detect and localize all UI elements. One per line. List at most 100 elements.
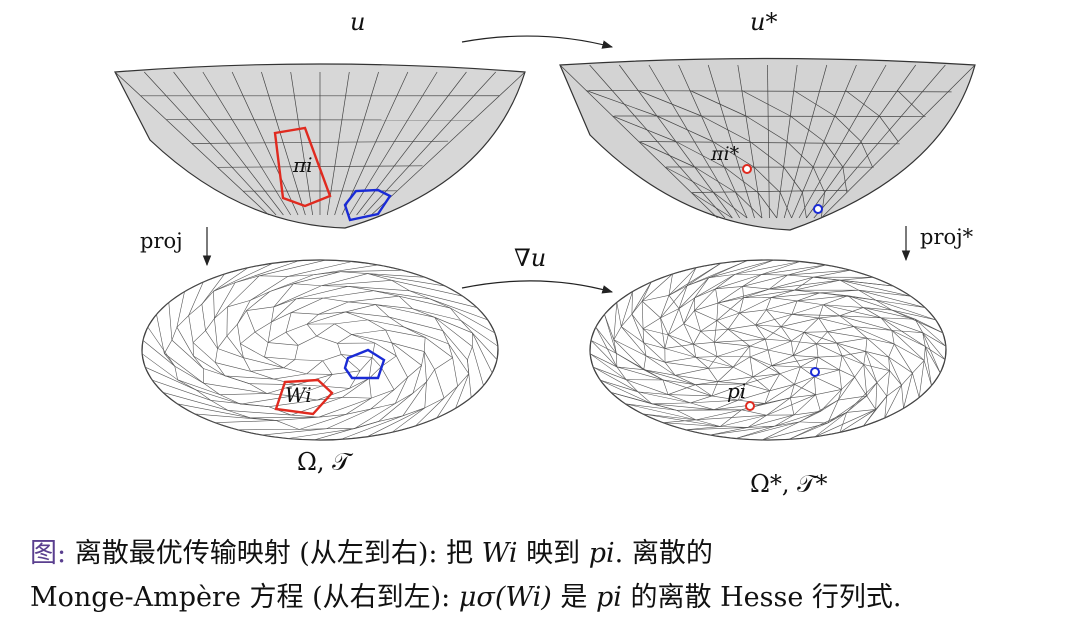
mesh-edge bbox=[600, 379, 652, 405]
mesh-edge bbox=[766, 397, 791, 416]
mesh-edge bbox=[326, 408, 371, 429]
mesh-edge bbox=[694, 288, 716, 299]
mesh-edge bbox=[737, 383, 746, 401]
mesh-edge bbox=[816, 331, 828, 345]
mesh-edge bbox=[434, 317, 473, 334]
mesh-edge bbox=[839, 409, 876, 433]
mesh-edge bbox=[814, 432, 841, 438]
mesh-edge bbox=[249, 383, 268, 394]
mesh-edge bbox=[695, 419, 721, 427]
mesh-edge bbox=[589, 353, 594, 368]
mesh-edge bbox=[893, 343, 913, 374]
mesh-edge bbox=[637, 391, 652, 405]
mesh-edge bbox=[741, 409, 767, 416]
mesh-edge bbox=[675, 141, 725, 168]
mesh-edge bbox=[264, 356, 295, 360]
mesh-edge bbox=[847, 295, 876, 301]
mesh-edge bbox=[366, 432, 393, 438]
mesh-edge bbox=[237, 300, 251, 325]
mesh-edge bbox=[794, 376, 815, 385]
mesh-edge bbox=[317, 388, 350, 401]
mesh-edge bbox=[745, 383, 770, 392]
mesh-edge bbox=[757, 192, 778, 219]
mesh-edge bbox=[201, 304, 206, 331]
mesh-edge bbox=[858, 289, 876, 301]
mesh-edge bbox=[423, 337, 426, 352]
bowl-u-star: πi* bbox=[559, 57, 976, 231]
mesh-edge bbox=[891, 330, 925, 361]
mesh-edge bbox=[839, 412, 847, 433]
mesh-edge bbox=[219, 394, 241, 405]
mesh-edge bbox=[739, 297, 744, 314]
mesh-edge bbox=[912, 360, 925, 374]
mesh-edge bbox=[262, 434, 288, 439]
mesh-edge bbox=[264, 356, 284, 369]
mesh-edge bbox=[345, 304, 376, 313]
mesh-edge bbox=[839, 369, 842, 390]
mesh-edge bbox=[214, 318, 218, 349]
mesh-edge bbox=[164, 339, 173, 354]
mesh-edge bbox=[865, 351, 878, 383]
mesh-edge bbox=[791, 314, 840, 317]
mesh-edge bbox=[716, 320, 729, 330]
mesh-edge bbox=[367, 273, 426, 278]
mesh-edge bbox=[291, 297, 324, 313]
mesh-edge bbox=[880, 317, 893, 331]
mesh-edge bbox=[716, 303, 719, 321]
mesh-edge bbox=[845, 90, 880, 117]
mesh-edge bbox=[254, 321, 272, 333]
mesh-edge bbox=[162, 392, 229, 411]
mesh-edge bbox=[846, 382, 878, 413]
disk-omega-star-mesh bbox=[589, 259, 947, 441]
mesh-edge bbox=[600, 379, 639, 393]
mesh-edge bbox=[421, 351, 425, 366]
mesh-edge bbox=[695, 357, 709, 369]
mesh-edge bbox=[430, 298, 488, 321]
mesh-edge bbox=[651, 403, 715, 410]
mesh-edge bbox=[788, 436, 815, 440]
mesh-edge bbox=[193, 355, 226, 377]
mesh-edge bbox=[693, 331, 701, 345]
mesh-edge bbox=[434, 317, 473, 347]
mesh-edge bbox=[322, 360, 333, 375]
mesh-edge bbox=[853, 326, 868, 339]
disk-omega-star-blue-point bbox=[810, 367, 820, 377]
mesh-edge bbox=[359, 357, 373, 372]
mesh-edge bbox=[662, 419, 697, 423]
mesh-edge bbox=[287, 428, 355, 439]
mesh-edge bbox=[863, 307, 916, 320]
mesh-edge bbox=[865, 351, 890, 371]
mesh-edge bbox=[224, 375, 274, 380]
mesh-edge bbox=[243, 357, 251, 372]
arrow-u-to-u-star bbox=[461, 35, 614, 49]
mesh-edge bbox=[368, 357, 373, 379]
mesh-edge bbox=[893, 285, 911, 297]
mesh-edge bbox=[613, 339, 644, 370]
mesh-edge bbox=[415, 397, 445, 427]
mesh-edge bbox=[693, 343, 718, 357]
mesh-edge bbox=[747, 259, 774, 261]
mesh-edge bbox=[922, 332, 926, 347]
mesh-edge bbox=[368, 366, 382, 379]
mesh-edge bbox=[380, 366, 395, 390]
mesh-edge bbox=[370, 403, 396, 410]
mesh-edge bbox=[715, 274, 762, 290]
mesh-edge bbox=[351, 329, 386, 335]
mesh-edge bbox=[472, 332, 498, 360]
mesh-edge bbox=[755, 309, 767, 326]
mesh-edge bbox=[716, 356, 734, 368]
mesh-edge bbox=[345, 311, 368, 321]
mesh-edge bbox=[395, 392, 414, 404]
mesh-edge bbox=[769, 279, 840, 290]
mesh-edge bbox=[476, 307, 488, 321]
mesh-edge bbox=[769, 274, 788, 290]
mesh-edge bbox=[771, 365, 781, 374]
mesh-edge bbox=[678, 277, 710, 309]
mesh-edge bbox=[588, 90, 952, 93]
mesh-edge bbox=[794, 289, 820, 294]
mesh-edge bbox=[402, 407, 425, 417]
mesh-edge bbox=[472, 346, 484, 386]
mesh-edge bbox=[621, 326, 647, 357]
mesh-edge bbox=[827, 331, 837, 344]
mesh-edge bbox=[193, 355, 204, 369]
